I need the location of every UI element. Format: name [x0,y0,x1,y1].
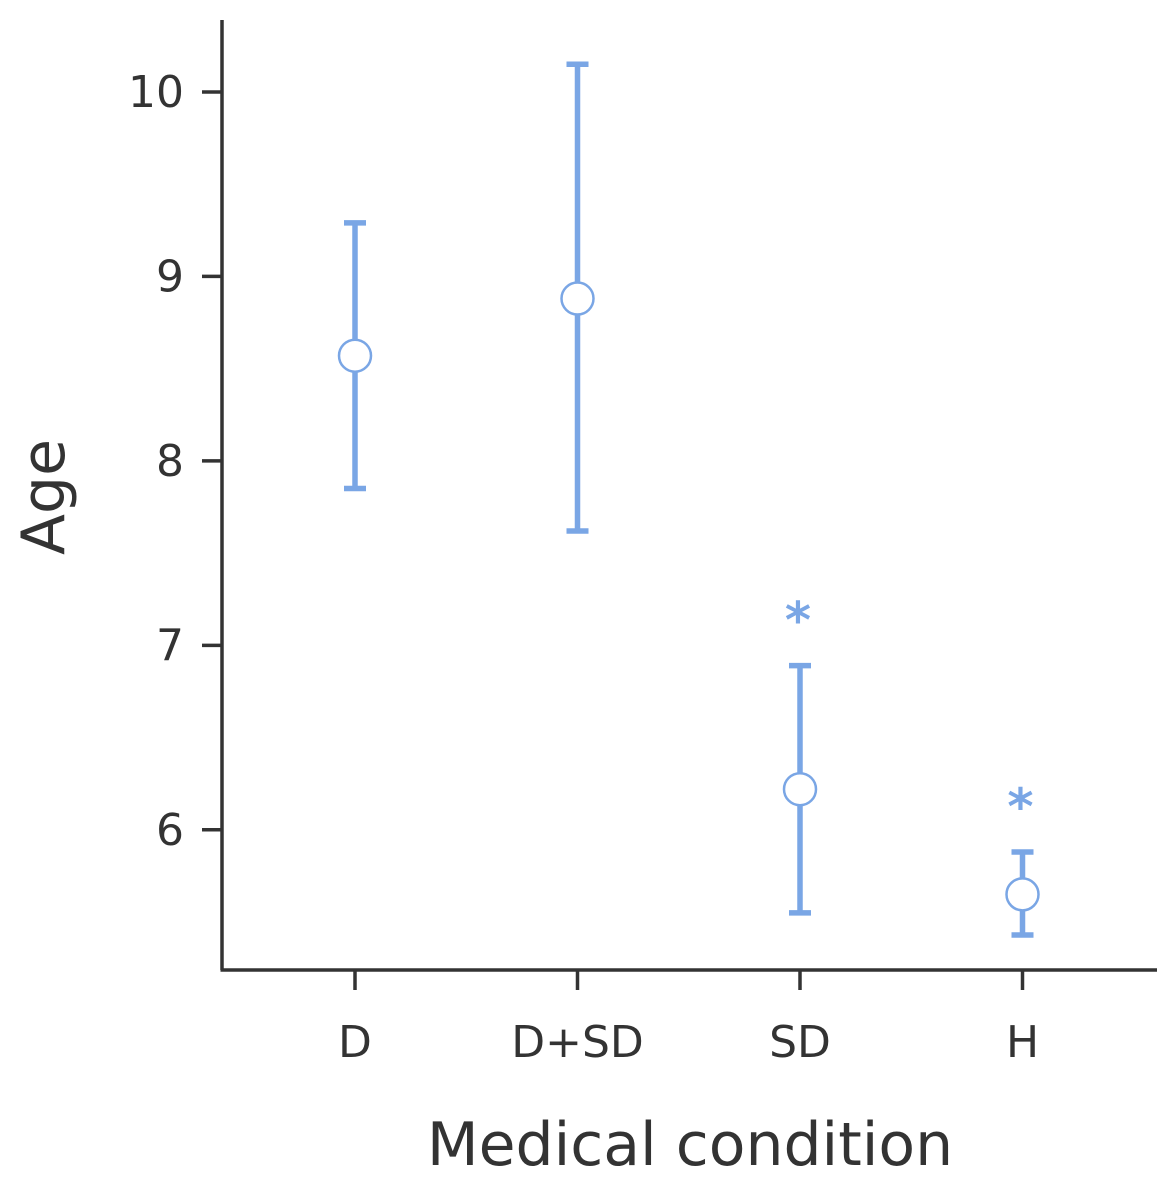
x-tick-label: D [338,1017,372,1068]
y-tick-label: 7 [156,620,184,671]
y-tick-label: 9 [156,251,184,302]
mean-marker [337,338,373,373]
x-tick-label: H [1006,1017,1039,1068]
x-tick-label: D+SD [511,1017,644,1068]
mean-marker [782,771,818,807]
x-axis-title: Medical condition [427,1110,953,1180]
y-tick-label: 6 [156,805,184,856]
significance-marker: * [1007,778,1033,836]
y-tick-label: 10 [128,67,184,118]
y-axis-title: Age [9,439,79,555]
mean-marker [1005,877,1040,912]
significance-marker: * [785,592,811,650]
x-tick-label: SD [769,1017,831,1068]
y-tick-label: 8 [156,436,184,487]
axes: 6 7 8 9 10 D D+SD SD H [128,20,1157,1068]
chart-marks: ** [337,61,1040,938]
mean-marker [560,281,595,316]
